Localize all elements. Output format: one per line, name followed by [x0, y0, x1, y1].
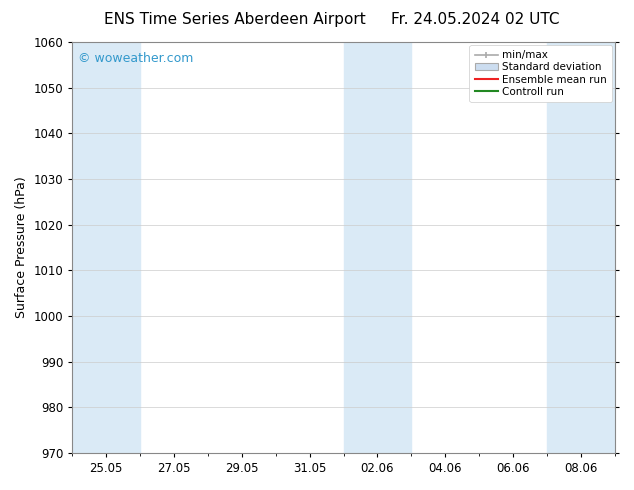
Bar: [72, 42, 140, 453]
Text: © woweather.com: © woweather.com: [78, 52, 193, 65]
Text: Fr. 24.05.2024 02 UTC: Fr. 24.05.2024 02 UTC: [391, 12, 560, 27]
Bar: [547, 42, 615, 453]
Text: ENS Time Series Aberdeen Airport: ENS Time Series Aberdeen Airport: [104, 12, 365, 27]
Y-axis label: Surface Pressure (hPa): Surface Pressure (hPa): [15, 176, 28, 318]
Bar: [344, 42, 411, 453]
Legend: min/max, Standard deviation, Ensemble mean run, Controll run: min/max, Standard deviation, Ensemble me…: [469, 45, 612, 102]
